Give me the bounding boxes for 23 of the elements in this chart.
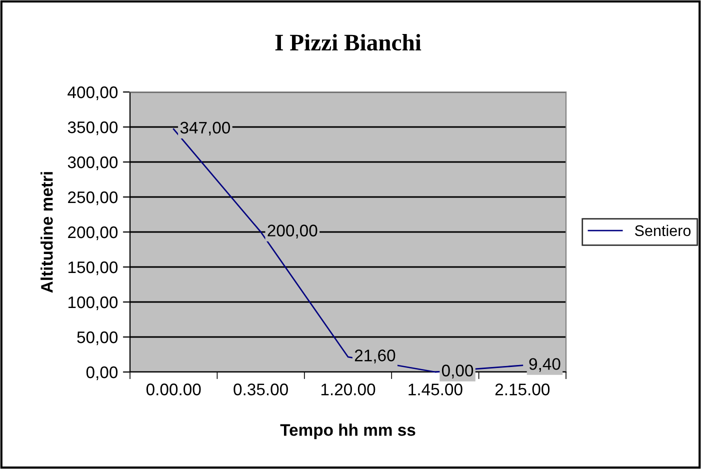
y-tick-label: 100,00 <box>68 296 118 310</box>
chart-title: I Pizzi Bianchi <box>275 34 422 51</box>
y-tick-label: 350,00 <box>68 121 118 136</box>
y-axis-title: Altitudine metri <box>40 172 53 293</box>
x-tick-label: 1.20.00 <box>321 384 376 396</box>
data-label: 21,60 <box>354 350 396 364</box>
y-tick-label: 200,00 <box>68 226 118 240</box>
x-tick-label: 0.35.00 <box>234 384 288 396</box>
data-label: 9,40 <box>529 358 560 372</box>
data-label: 0,00 <box>442 364 474 378</box>
data-label: 347,00 <box>180 122 230 136</box>
y-tick-label: 0,00 <box>86 366 118 380</box>
y-tick-label: 250,00 <box>68 191 118 206</box>
x-tick-label: 2.15.00 <box>495 384 550 396</box>
x-tick-label: 0.00.00 <box>146 384 201 396</box>
data-label: 200,00 <box>268 224 318 238</box>
y-tick-label: 50,00 <box>77 331 118 346</box>
y-tick-label: 300,00 <box>68 156 118 170</box>
y-tick-label: 400,00 <box>68 86 118 100</box>
y-tick-label: 150,00 <box>68 261 118 276</box>
legend-label: Sentiero <box>635 224 691 236</box>
x-tick-label: 1.45.00 <box>408 384 462 396</box>
x-axis-title: Tempo hh mm ss <box>280 424 416 440</box>
